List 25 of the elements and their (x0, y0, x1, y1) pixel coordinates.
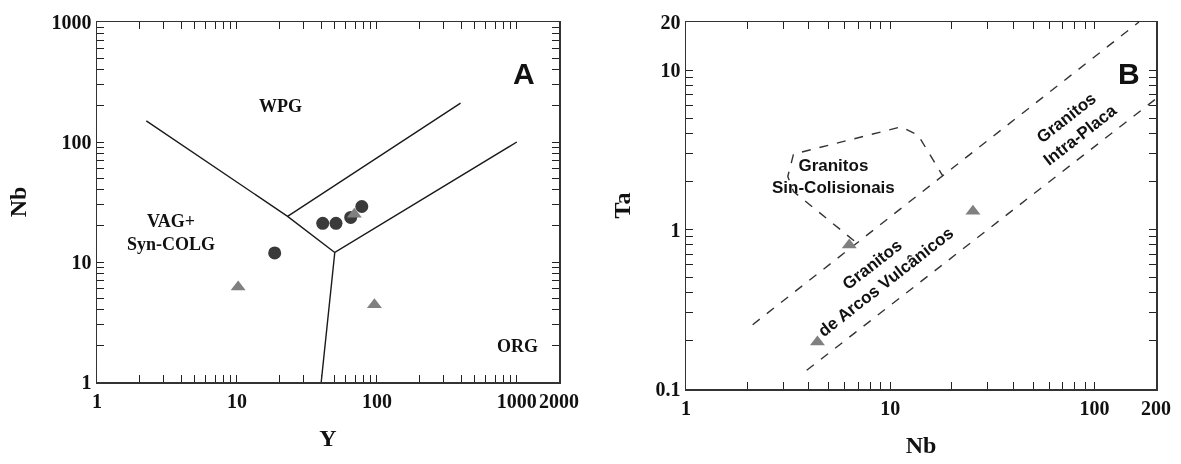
y-tick-label: 10 (71, 251, 92, 273)
y-axis-title: Ta (608, 192, 635, 219)
annotation: WPG (259, 96, 302, 116)
y-axis-title: Nb (4, 186, 31, 218)
x-tick-label: 100 (361, 389, 392, 412)
annotation: B (1118, 57, 1140, 90)
annotation: Granitos Sin-Colisionais (772, 156, 895, 198)
annotation: VAG+ Syn-COLG (127, 211, 216, 255)
annotation: A (513, 57, 535, 90)
y-tick-label: 1 (670, 218, 681, 241)
y-tick-label: 1000 (51, 11, 92, 33)
y-tick-label: 100 (61, 131, 92, 153)
y-tick-label: 0.1 (655, 378, 681, 400)
y-tick-label: 20 (660, 11, 681, 33)
annotation: ORG (497, 336, 539, 356)
x-tick-label: 100 (1079, 396, 1110, 419)
x-axis-title: Y (319, 424, 337, 451)
x-tick-label: 2000 (539, 389, 579, 412)
x-tick-label: 200 (1141, 396, 1171, 419)
y-tick-label: 10 (660, 59, 681, 82)
x-tick-label: 10 (226, 389, 247, 412)
x-tick-label: 10 (880, 396, 901, 419)
x-axis-title: Nb (905, 431, 937, 458)
x-tick-label: 1000 (496, 389, 537, 412)
y-tick-label: 1 (81, 371, 92, 393)
